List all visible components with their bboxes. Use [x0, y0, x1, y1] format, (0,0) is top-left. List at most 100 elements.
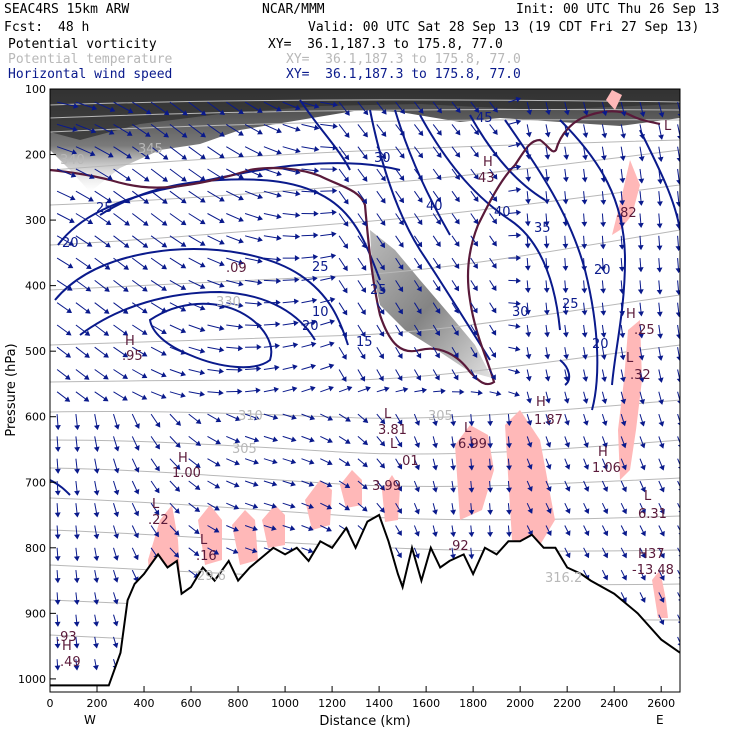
- wind-vector-head: [89, 150, 96, 157]
- wind-vector-head: [379, 507, 385, 513]
- wind-vector-head: [238, 195, 244, 201]
- wind-vector-head: [344, 505, 351, 511]
- x-tick-label: 0: [47, 697, 54, 710]
- wind-vector-head: [515, 323, 521, 329]
- wind-vector-head: [113, 598, 119, 605]
- wind-vector-head: [472, 285, 478, 292]
- wind-vector-head: [257, 215, 263, 221]
- wind-vector-head: [194, 506, 201, 512]
- wind-vector-head: [326, 459, 333, 466]
- wind-vector-head: [659, 464, 665, 471]
- wind-vector-head: [256, 344, 262, 350]
- wind-vector-head: [659, 486, 665, 493]
- theta-contour-label: 340: [60, 153, 85, 168]
- wind-vector-head: [93, 533, 100, 540]
- wind-vector-head: [602, 508, 609, 515]
- wind-vector-head: [600, 244, 606, 250]
- org-label: NCAR/MMM: [262, 2, 325, 17]
- wind-vector-head: [527, 508, 533, 514]
- wind-vector-head: [275, 299, 281, 306]
- wind-vector-head: [193, 550, 200, 557]
- wind-vector-head: [199, 348, 206, 354]
- wind-vector-head: [134, 423, 140, 429]
- wind-vector-head: [219, 217, 225, 224]
- wind-vector-head: [472, 330, 478, 336]
- x-tick-label: 1600: [412, 697, 440, 710]
- wind-vector-head: [180, 327, 187, 334]
- extremum-kind: H: [626, 307, 636, 322]
- wind-vector-head: [515, 96, 522, 103]
- wind-vector-head: [637, 245, 644, 251]
- wind-vector-head: [93, 446, 100, 452]
- wind-vector-head: [380, 131, 387, 137]
- field-name-wind: Horizontal wind speed: [8, 67, 173, 82]
- wind-vector-head: [399, 108, 406, 115]
- wind-vector-head: [380, 175, 386, 182]
- extremum-value: 29.6: [197, 569, 226, 584]
- wind-vector-head: [657, 156, 664, 163]
- wind-vector-head: [54, 446, 61, 452]
- wind-vector-head: [600, 332, 607, 338]
- extremum-value: .92: [448, 539, 469, 554]
- wind-vector-head: [621, 508, 627, 515]
- wind-vector-head: [621, 486, 627, 493]
- x-tick-label: 200: [87, 697, 108, 710]
- wind-vector-head: [254, 414, 260, 421]
- wind-vector-head: [219, 325, 225, 331]
- wind-vector-head: [657, 178, 664, 185]
- wind-vector-head: [307, 547, 314, 554]
- wind-vector-head: [468, 509, 475, 515]
- wind-vector-head: [656, 311, 663, 317]
- wind-vector-head: [343, 154, 350, 161]
- wind-vector-head: [308, 503, 315, 509]
- extremum-value: 6.31: [638, 507, 667, 522]
- wind-vector-head: [676, 334, 680, 340]
- wind-vector-head: [344, 438, 351, 444]
- wind-vector-head: [450, 487, 457, 493]
- y-tick-label: 800: [25, 542, 46, 555]
- wind-vector-head: [122, 286, 129, 292]
- wind-vector-head: [543, 310, 550, 316]
- wind-vector-head: [74, 490, 80, 496]
- wind-vector-head: [639, 442, 646, 449]
- wind-vector-head: [326, 526, 332, 532]
- wind-vector-head: [656, 201, 663, 207]
- wind-vector-head: [450, 465, 456, 471]
- wind-vector-head: [658, 443, 665, 449]
- wind-vector-head: [219, 239, 225, 245]
- wind-vector-head: [218, 346, 225, 353]
- wind-vector-head: [106, 197, 113, 203]
- wind-vector-head: [379, 264, 385, 271]
- wind-vector-head: [418, 130, 424, 137]
- wind-vector-head: [487, 443, 494, 449]
- wind-vector-head: [233, 482, 240, 488]
- wind-vector-head: [526, 109, 533, 116]
- extremum-kind: H: [598, 445, 608, 460]
- wind-vector-head: [180, 284, 187, 290]
- wind-vector-head: [440, 388, 446, 395]
- wind-vector-head: [85, 263, 92, 270]
- wind-vector-head: [83, 396, 90, 402]
- wind-vector-head: [108, 129, 115, 135]
- wind-vector-head: [544, 332, 550, 338]
- wind-vector-head: [272, 436, 279, 443]
- wind-vector-head: [396, 463, 403, 470]
- wind-vector-head: [238, 152, 244, 158]
- wind-vector-head: [618, 266, 625, 272]
- wind-vector-head: [414, 553, 420, 559]
- wind-vector-head: [199, 305, 206, 311]
- wind-vector-head: [292, 342, 299, 349]
- wind-vector-head: [620, 398, 627, 405]
- wind-vector-head: [271, 525, 277, 531]
- wind-vector-head: [123, 264, 129, 270]
- east-end-label: E: [656, 713, 664, 727]
- y-axis: 100 200 300 400 500 600 700 800 900 1000: [18, 83, 56, 686]
- extremum-kind: L: [626, 351, 634, 366]
- wind-vector-head: [235, 415, 241, 422]
- wind-vector-head: [381, 108, 387, 115]
- wind-vector-head: [124, 220, 130, 226]
- y-tick-label: 700: [25, 476, 46, 489]
- wind-vector-head: [658, 421, 665, 427]
- wind-vector-head: [313, 210, 319, 217]
- wind-contour-label: 20: [592, 337, 609, 352]
